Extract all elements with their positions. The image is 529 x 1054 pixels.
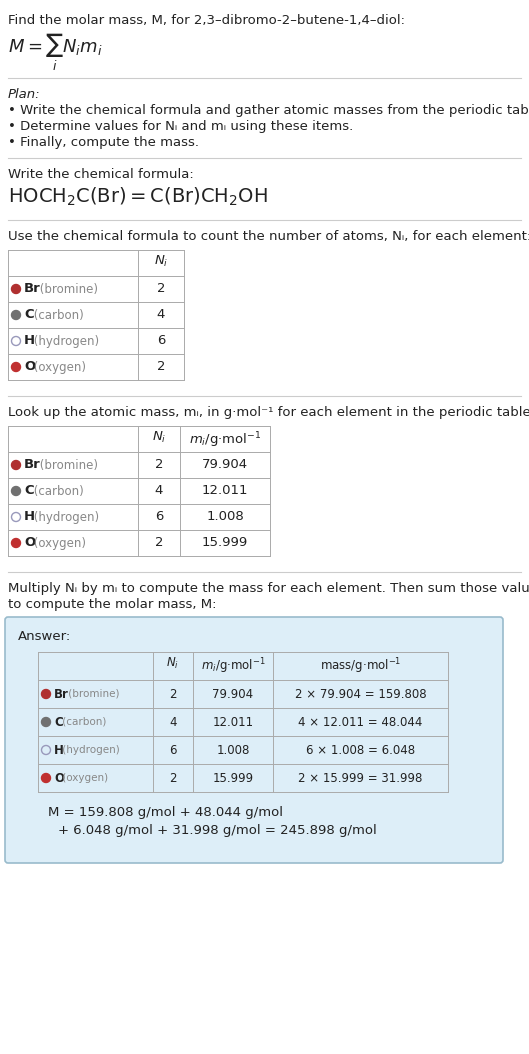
- Text: $m_i$/g·mol$^{-1}$: $m_i$/g·mol$^{-1}$: [189, 430, 261, 450]
- Text: 2: 2: [157, 282, 165, 295]
- Text: (oxygen): (oxygen): [30, 536, 86, 549]
- Text: 6: 6: [155, 510, 163, 524]
- Text: (oxygen): (oxygen): [30, 360, 86, 373]
- Text: $N_i$: $N_i$: [167, 656, 179, 671]
- Text: 2: 2: [169, 772, 177, 784]
- Text: (carbon): (carbon): [59, 717, 107, 727]
- Text: 12.011: 12.011: [213, 716, 253, 728]
- Text: 15.999: 15.999: [202, 536, 248, 549]
- Text: • Write the chemical formula and gather atomic masses from the periodic table.: • Write the chemical formula and gather …: [8, 104, 529, 117]
- Text: (bromine): (bromine): [36, 458, 98, 471]
- Text: mass/g·mol$^{-1}$: mass/g·mol$^{-1}$: [320, 656, 401, 676]
- Text: 2: 2: [155, 536, 163, 549]
- Circle shape: [12, 539, 21, 547]
- Text: H: H: [54, 743, 64, 757]
- Text: C: C: [54, 716, 63, 728]
- Circle shape: [12, 285, 21, 293]
- Text: O: O: [54, 772, 64, 784]
- Text: 2 × 15.999 = 31.998: 2 × 15.999 = 31.998: [298, 772, 423, 784]
- Circle shape: [41, 689, 50, 699]
- Text: Plan:: Plan:: [8, 87, 41, 101]
- Text: (bromine): (bromine): [36, 282, 98, 295]
- Circle shape: [12, 461, 21, 469]
- Text: $m_i$/g·mol$^{-1}$: $m_i$/g·mol$^{-1}$: [200, 656, 266, 676]
- Text: Use the chemical formula to count the number of atoms, Nᵢ, for each element:: Use the chemical formula to count the nu…: [8, 230, 529, 243]
- Text: Br: Br: [24, 282, 41, 295]
- Circle shape: [12, 487, 21, 495]
- Text: O: O: [24, 536, 35, 549]
- Text: $N_i$: $N_i$: [154, 254, 168, 269]
- FancyBboxPatch shape: [5, 617, 503, 863]
- Text: • Determine values for Nᵢ and mᵢ using these items.: • Determine values for Nᵢ and mᵢ using t…: [8, 120, 353, 133]
- Text: Write the chemical formula:: Write the chemical formula:: [8, 168, 194, 181]
- Text: 4: 4: [169, 716, 177, 728]
- Text: Find the molar mass, M, for 2,3–dibromo-2–butene-1,4–diol:: Find the molar mass, M, for 2,3–dibromo-…: [8, 14, 405, 27]
- Text: 2: 2: [157, 360, 165, 373]
- Text: C: C: [24, 485, 34, 497]
- Text: Answer:: Answer:: [18, 630, 71, 643]
- Text: 4: 4: [157, 309, 165, 321]
- Text: 15.999: 15.999: [213, 772, 253, 784]
- Circle shape: [41, 774, 50, 782]
- Text: (hydrogen): (hydrogen): [59, 745, 120, 755]
- Text: Multiply Nᵢ by mᵢ to compute the mass for each element. Then sum those values: Multiply Nᵢ by mᵢ to compute the mass fo…: [8, 582, 529, 596]
- Circle shape: [12, 363, 21, 371]
- Text: (hydrogen): (hydrogen): [30, 510, 99, 524]
- Text: Br: Br: [24, 458, 41, 471]
- Text: M = 159.808 g/mol + 48.044 g/mol: M = 159.808 g/mol + 48.044 g/mol: [48, 806, 283, 819]
- Text: $\mathrm{HOCH_2C(Br){=}C(Br)CH_2OH}$: $\mathrm{HOCH_2C(Br){=}C(Br)CH_2OH}$: [8, 186, 268, 209]
- Text: 1.008: 1.008: [216, 743, 250, 757]
- Circle shape: [41, 718, 50, 726]
- Text: 6 × 1.008 = 6.048: 6 × 1.008 = 6.048: [306, 743, 415, 757]
- Text: 12.011: 12.011: [202, 485, 248, 497]
- Text: 2: 2: [155, 458, 163, 471]
- Text: (oxygen): (oxygen): [59, 773, 108, 783]
- Text: 79.904: 79.904: [213, 687, 253, 701]
- Text: O: O: [24, 360, 35, 373]
- Text: $M = \sum_i N_i m_i$: $M = \sum_i N_i m_i$: [8, 32, 103, 73]
- Text: Look up the atomic mass, mᵢ, in g·mol⁻¹ for each element in the periodic table:: Look up the atomic mass, mᵢ, in g·mol⁻¹ …: [8, 406, 529, 419]
- Text: (carbon): (carbon): [30, 485, 84, 497]
- Text: 2 × 79.904 = 159.808: 2 × 79.904 = 159.808: [295, 687, 426, 701]
- Text: 1.008: 1.008: [206, 510, 244, 524]
- Text: 6: 6: [169, 743, 177, 757]
- Text: to compute the molar mass, M:: to compute the molar mass, M:: [8, 598, 216, 611]
- Text: (carbon): (carbon): [30, 309, 84, 321]
- Text: Br: Br: [54, 687, 69, 701]
- Text: H: H: [24, 510, 35, 524]
- Text: 4 × 12.011 = 48.044: 4 × 12.011 = 48.044: [298, 716, 423, 728]
- Text: 4: 4: [155, 485, 163, 497]
- Text: 6: 6: [157, 334, 165, 348]
- Text: (hydrogen): (hydrogen): [30, 334, 99, 348]
- Text: 2: 2: [169, 687, 177, 701]
- Text: $N_i$: $N_i$: [152, 430, 166, 445]
- Text: 79.904: 79.904: [202, 458, 248, 471]
- Text: (bromine): (bromine): [65, 689, 119, 699]
- Text: H: H: [24, 334, 35, 348]
- Text: C: C: [24, 309, 34, 321]
- Circle shape: [12, 311, 21, 319]
- Text: • Finally, compute the mass.: • Finally, compute the mass.: [8, 136, 199, 149]
- Text: + 6.048 g/mol + 31.998 g/mol = 245.898 g/mol: + 6.048 g/mol + 31.998 g/mol = 245.898 g…: [58, 824, 377, 837]
